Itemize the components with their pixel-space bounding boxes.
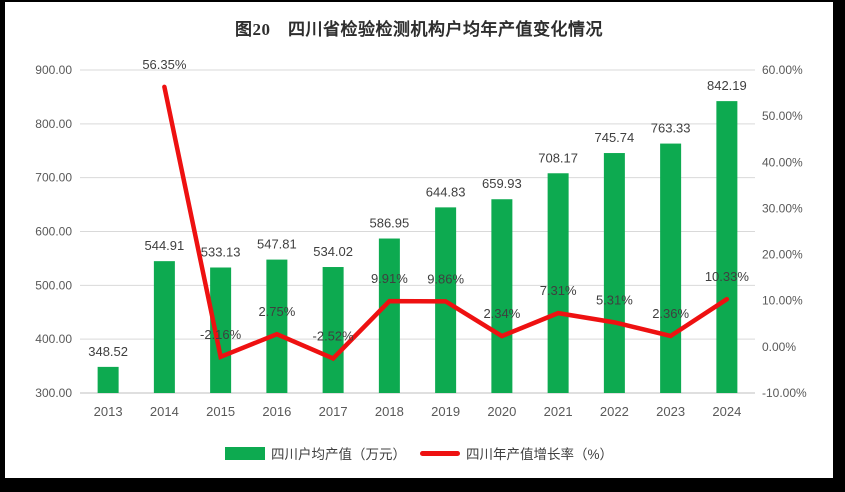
chart-container: 300.00 400.00 500.00 600.00 700.00 800.00 900.… xyxy=(5,2,833,478)
x-axis-label: 2018 xyxy=(375,404,404,419)
bar-2018 xyxy=(378,238,400,393)
bar-2024 xyxy=(716,101,738,394)
legend-label: 四川户均产值（万元） xyxy=(270,447,406,462)
x-axis-label: 2023 xyxy=(656,404,685,419)
growth-value-label: 2.34% xyxy=(483,306,520,321)
legend-label: 四川年产值增长率（%） xyxy=(465,447,613,462)
growth-value-label: 9.86% xyxy=(427,271,464,286)
growth-value-label: 7.31% xyxy=(540,283,577,298)
right-axis-tick-label: 10.00% xyxy=(762,294,803,308)
x-axis-label: 2014 xyxy=(150,404,179,419)
bar-value-label: 659.93 xyxy=(482,176,522,191)
right-axis-tick-label: 30.00% xyxy=(762,201,803,215)
left-axis-tick-label: 700.00 xyxy=(35,171,72,185)
bar-value-label: 586.95 xyxy=(369,216,409,231)
bar-2015 xyxy=(210,267,232,393)
bar-value-label: 547.81 xyxy=(257,237,297,252)
right-axis-tick-label: 20.00% xyxy=(762,248,803,262)
bar-value-label: 708.17 xyxy=(538,150,578,165)
growth-value-label: 10.33% xyxy=(705,269,750,284)
x-axis-label: 2019 xyxy=(431,404,460,419)
bar-2020 xyxy=(491,199,513,393)
bar-2013 xyxy=(97,366,119,393)
x-axis-label: 2017 xyxy=(319,404,348,419)
right-axis-tick-label: 0.00% xyxy=(762,340,796,354)
bar-value-label: 745.74 xyxy=(594,130,634,145)
x-axis-label: 2020 xyxy=(487,404,516,419)
legend-item: 四川年产值增长率（%） xyxy=(419,443,613,463)
growth-value-label: 5.31% xyxy=(596,292,633,307)
growth-value-label: 9.91% xyxy=(371,271,408,286)
x-axis-label: 2015 xyxy=(206,404,235,419)
bar-value-label: 348.52 xyxy=(88,344,128,359)
growth-value-label: -2.52% xyxy=(313,328,355,343)
chart-plot-svg: 300.00 400.00 500.00 600.00 700.00 800.00 900.… xyxy=(35,57,807,419)
left-axis-tick-label: 600.00 xyxy=(35,225,72,239)
right-axis-tick-label: 60.00% xyxy=(762,63,803,77)
bar-2017 xyxy=(322,267,344,393)
bar-value-label: 644.83 xyxy=(426,184,466,199)
bar-2023 xyxy=(660,143,682,393)
left-axis-tick-label: 400.00 xyxy=(35,332,72,346)
bar-value-label: 763.33 xyxy=(651,121,691,136)
growth-value-label: 2.36% xyxy=(652,306,689,321)
legend-bar-swatch-icon xyxy=(224,446,265,460)
bar-value-label: 533.13 xyxy=(201,244,241,259)
bar-value-label: 544.91 xyxy=(144,238,184,253)
legend-line-swatch-icon xyxy=(419,450,460,456)
right-axis-tick-label: 50.00% xyxy=(762,109,803,123)
chart-title: 图20 四川省检验检测机构户均年产值变化情况 xyxy=(235,20,603,39)
bar-2022 xyxy=(603,153,625,393)
left-axis-tick-label: 800.00 xyxy=(35,117,72,131)
bar-value-label: 534.02 xyxy=(313,244,353,259)
left-axis-tick-label: 300.00 xyxy=(35,386,72,400)
bar-2016 xyxy=(266,259,288,393)
right-axis-tick-label: -10.00% xyxy=(762,386,807,400)
growth-value-label: 56.35% xyxy=(142,57,187,72)
x-axis-label: 2024 xyxy=(712,404,741,419)
bar-2021 xyxy=(547,173,569,393)
x-axis-label: 2016 xyxy=(262,404,291,419)
left-axis-tick-label: 900.00 xyxy=(35,63,72,77)
left-axis-tick-label: 500.00 xyxy=(35,278,72,292)
bar-2014 xyxy=(153,261,175,393)
right-axis-tick-label: 40.00% xyxy=(762,155,803,169)
x-axis-label: 2013 xyxy=(94,404,123,419)
growth-value-label: -2.16% xyxy=(200,327,242,342)
x-axis-label: 2022 xyxy=(600,404,629,419)
bar-value-label: 842.19 xyxy=(707,78,747,93)
chart-legend: 四川户均产值（万元） 四川年产值增长率（%） xyxy=(5,442,833,464)
growth-value-label: 2.75% xyxy=(258,304,295,319)
growth-line xyxy=(162,84,730,362)
legend-item: 四川户均产值（万元） xyxy=(224,443,406,463)
x-axis-label: 2021 xyxy=(544,404,573,419)
